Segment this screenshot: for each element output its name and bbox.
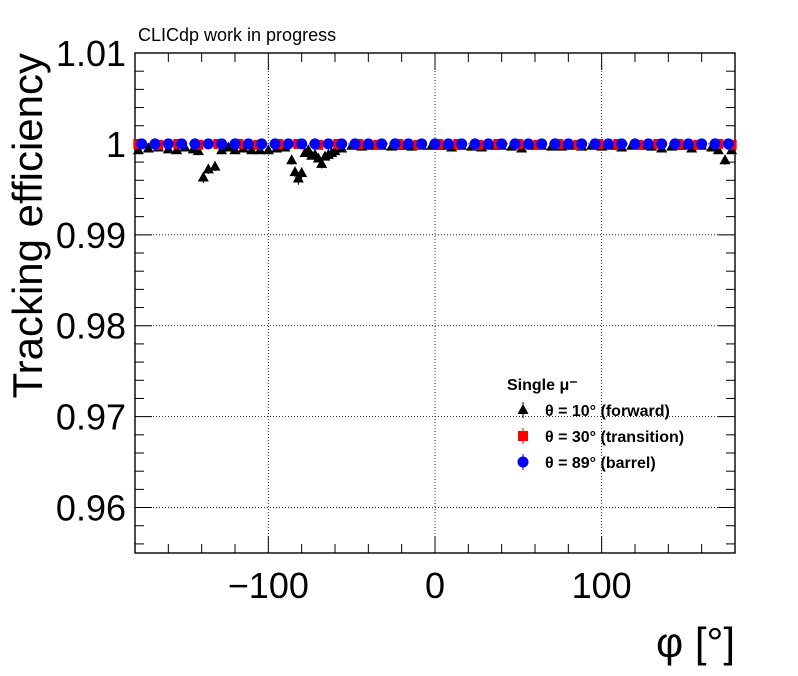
data-point: [209, 160, 221, 171]
data-point: [669, 138, 681, 150]
data-point: [469, 138, 481, 150]
data-point: [176, 138, 188, 150]
data-point: [262, 144, 274, 155]
data-point: [222, 141, 234, 152]
data-point: [292, 172, 304, 183]
data-point: [549, 138, 561, 150]
y-tick-label: 1.01: [56, 33, 126, 74]
data-point: [286, 154, 298, 165]
data-point: [589, 138, 601, 150]
x-tick-label: −100: [228, 565, 309, 606]
data-point: [509, 138, 521, 150]
x-tick-label: 0: [425, 565, 445, 606]
y-tick-label: 0.99: [56, 215, 126, 256]
data-point: [642, 138, 654, 150]
legend-marker: [517, 456, 529, 468]
data-point: [712, 144, 724, 155]
y-tick-label: 0.96: [56, 488, 126, 529]
data-point: [482, 138, 494, 150]
data-point: [132, 144, 144, 155]
series-circle: [136, 138, 734, 150]
data-point: [709, 138, 721, 150]
legend-entry-label: θ = 89° (barrel): [545, 455, 656, 472]
data-point: [682, 138, 694, 150]
data-point: [362, 138, 374, 150]
data-point: [269, 138, 281, 150]
data-point: [316, 157, 328, 168]
data-point: [282, 138, 294, 150]
data-point: [192, 145, 204, 156]
data-point: [562, 138, 574, 150]
data-point: [576, 138, 588, 150]
legend-title: Single μ⁻: [507, 377, 578, 394]
data-point: [522, 138, 534, 150]
data-point: [429, 138, 441, 150]
y-tick-label: 0.98: [56, 306, 126, 347]
data-point: [616, 138, 628, 150]
data-point: [197, 171, 209, 182]
y-tick-label: 0.97: [56, 397, 126, 438]
y-axis-label: Tracking efficiency: [4, 53, 51, 398]
data-point: [309, 138, 321, 150]
legend-marker: [517, 404, 529, 414]
legend-marker: [518, 431, 528, 441]
data-point: [656, 138, 668, 150]
data-point: [322, 138, 334, 150]
data-point: [202, 138, 214, 150]
data-point: [416, 138, 428, 150]
tick-labels: −100 0 100 0.96 0.97 0.98 0.99 1 1.01: [56, 33, 632, 606]
data-point: [349, 138, 361, 150]
x-axis-label: φ [°]: [656, 619, 735, 666]
work-in-progress-label: CLICdp work in progress: [138, 25, 336, 45]
data-point: [136, 138, 148, 150]
data-point: [162, 138, 174, 150]
data-point: [246, 144, 258, 155]
data-point: [229, 138, 241, 150]
legend-entry-label: θ = 30° (transition): [545, 429, 684, 446]
data-point: [696, 138, 708, 150]
data-point: [142, 142, 154, 153]
data-point: [456, 138, 468, 150]
data-point: [202, 163, 214, 174]
data-point: [376, 138, 388, 150]
data-point: [402, 138, 414, 150]
data-point: [602, 138, 614, 150]
grid-lines: [135, 53, 735, 553]
data-point: [189, 138, 201, 150]
data-point: [296, 138, 308, 150]
data-point: [496, 138, 508, 150]
x-tick-label: 100: [572, 565, 632, 606]
data-point: [171, 144, 183, 155]
data-point: [216, 138, 228, 150]
data-point: [722, 138, 734, 150]
y-tick-label: 1: [106, 124, 126, 165]
data-point: [149, 138, 161, 150]
data-point: [629, 138, 641, 150]
data-point: [336, 138, 348, 150]
data-point: [256, 138, 268, 150]
axis-ticks: [134, 52, 736, 553]
data-points: [132, 138, 738, 185]
data-point: [442, 138, 454, 150]
legend-entry-label: θ = 10° (forward): [545, 403, 670, 420]
data-point: [242, 138, 254, 150]
data-point: [719, 154, 731, 165]
legend: Single μ⁻ θ = 10° (forward) θ = 30° (tran…: [507, 377, 684, 472]
data-point: [389, 138, 401, 150]
data-point: [296, 167, 308, 177]
data-point: [536, 138, 548, 150]
data-point: [329, 145, 341, 156]
